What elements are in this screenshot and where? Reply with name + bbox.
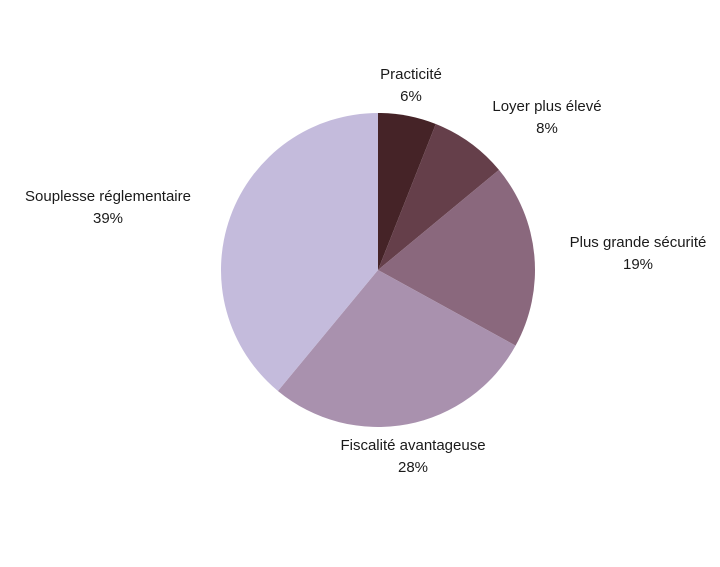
slice-value-label: 28%: [398, 459, 428, 476]
slice-value-label: 39%: [93, 210, 123, 227]
slice-label-group-5: Souplesse réglementaire 39%: [25, 188, 191, 227]
slice-category-label: Practicité: [380, 66, 442, 83]
slice-label-group-4: Fiscalité avantageuse 28%: [340, 437, 485, 476]
pie-slice-3: [378, 169, 536, 346]
pie-slice-1: [378, 113, 436, 270]
slice-label-group-1: Practicité 6%: [380, 66, 442, 105]
pie-slice-4: [277, 270, 516, 428]
slice-label-group-3: Plus grande sécurité 19%: [570, 234, 707, 273]
slice-category-label: Loyer plus élevé: [492, 98, 601, 115]
slice-value-label: 8%: [536, 120, 558, 137]
slice-value-label: 6%: [400, 88, 422, 105]
slice-label-group-2: Loyer plus élevé 8%: [492, 98, 601, 137]
slices-layer: [220, 113, 536, 428]
labels-layer: Practicité 6% Loyer plus élevé 8% Plus grand…: [25, 66, 706, 476]
slice-category-label: Souplesse réglementaire: [25, 188, 191, 205]
slice-category-label: Plus grande sécurité: [570, 234, 707, 251]
pie-slice-2: [378, 124, 499, 270]
pie-slice-5: [220, 113, 378, 391]
slice-category-label: Fiscalité avantageuse: [340, 437, 485, 454]
slice-value-label: 19%: [623, 256, 653, 273]
